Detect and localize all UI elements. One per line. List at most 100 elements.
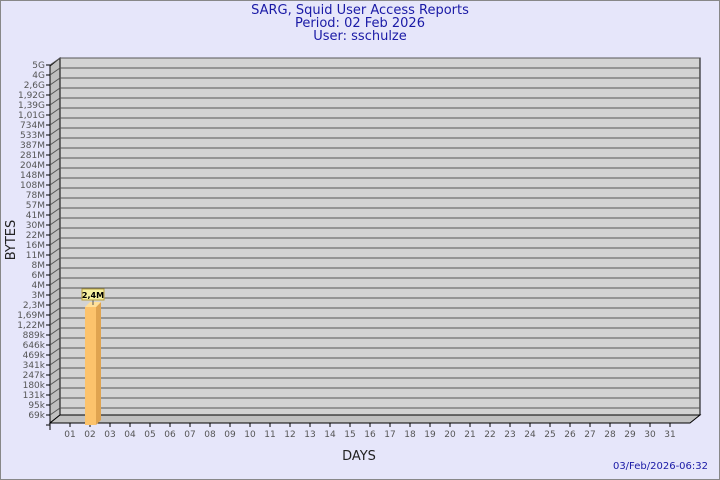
x-tick-label: 28 (604, 430, 616, 440)
y-tick-label: 1,92G (18, 91, 45, 101)
bar-day-02 (85, 306, 96, 425)
y-tick-label: 1,01G (18, 111, 45, 121)
gridline-side (49, 347, 61, 356)
y-tick-label: 95k (28, 401, 45, 411)
x-tick-label: 20 (444, 430, 456, 440)
y-tick-label: 148M (20, 171, 45, 181)
y-tick-label: 41M (26, 211, 45, 221)
gridline-side (49, 237, 61, 246)
gridline-side (49, 227, 61, 236)
gridline-side (49, 387, 61, 396)
x-tick-label: 07 (184, 430, 195, 440)
x-tick-label: 17 (384, 430, 395, 440)
y-tick-label: 3M (32, 291, 46, 301)
gridline-side (49, 87, 61, 96)
y-tick-label: 108M (20, 181, 45, 191)
gridline-side (49, 77, 61, 86)
y-tick-label: 1,22M (17, 321, 45, 331)
x-tick-label: 31 (664, 430, 675, 440)
x-tick-label: 27 (584, 430, 595, 440)
gridline-side (49, 157, 61, 166)
y-tick-label: 8M (32, 261, 46, 271)
y-tick-label: 57M (26, 201, 45, 211)
gridline-side (49, 217, 61, 226)
y-tick-label: 646k (23, 341, 46, 351)
gridline-side (49, 67, 61, 76)
x-tick-label: 06 (164, 430, 176, 440)
x-axis-label: DAYS (342, 449, 376, 464)
timestamp: 03/Feb/2026-06:32 (612, 461, 708, 472)
plot-floor (48, 414, 702, 424)
y-tick-label: 281M (20, 151, 45, 161)
y-tick-label: 180k (23, 381, 46, 391)
gridline-side (49, 337, 61, 346)
x-tick-label: 18 (404, 430, 416, 440)
gridline-side (49, 287, 61, 296)
gridline-side (49, 247, 61, 256)
y-tick-label: 11M (26, 251, 45, 261)
gridline-side (49, 257, 61, 266)
gridline-side (49, 367, 61, 376)
y-tick-label: 2,6G (24, 81, 45, 91)
y-tick-label: 341k (23, 361, 46, 371)
x-tick-label: 14 (324, 430, 336, 440)
gridline-side (49, 327, 61, 336)
gridline-side (49, 407, 61, 416)
y-tick-label: 469k (23, 351, 46, 361)
y-tick-label: 533M (20, 131, 45, 141)
chart-period: Period: 02 Feb 2026 (295, 16, 425, 31)
y-tick-label: 6M (32, 271, 46, 281)
x-tick-label: 22 (484, 430, 495, 440)
y-tick-label: 2,3M (23, 301, 45, 311)
gridline-side (49, 97, 61, 106)
x-tick-label: 05 (144, 430, 155, 440)
gridline-side (49, 117, 61, 126)
y-tick-label: 4G (32, 71, 45, 81)
x-tick-label: 19 (424, 430, 436, 440)
gridline-side (49, 147, 61, 156)
gridline-side (49, 137, 61, 146)
gridline-side (49, 207, 61, 216)
x-tick-label: 04 (124, 430, 136, 440)
x-tick-label: 25 (544, 430, 555, 440)
x-tick-label: 21 (464, 430, 475, 440)
gridline-side (49, 187, 61, 196)
y-tick-label: 22M (26, 231, 45, 241)
chart-user: User: sschulze (313, 29, 407, 44)
x-tick-label: 26 (564, 430, 576, 440)
y-tick-label: 16M (26, 241, 45, 251)
y-tick-label: 78M (26, 191, 45, 201)
gridline-side (49, 127, 61, 136)
x-tick-label: 11 (264, 430, 275, 440)
gridline-side (49, 177, 61, 186)
bar-side (96, 301, 101, 425)
y-axis-label: BYTES (4, 220, 19, 261)
plot-back-wall (59, 57, 701, 416)
plot-side-wall (49, 56, 61, 425)
data-label: 2,4M (82, 291, 104, 300)
gridline-side (49, 397, 61, 406)
y-tick-label: 247k (23, 371, 46, 381)
x-tick-label: 16 (364, 430, 376, 440)
x-tick-label: 02 (84, 430, 95, 440)
gridline-side (49, 267, 61, 276)
x-tick-label: 01 (64, 430, 75, 440)
x-tick-label: 30 (644, 430, 656, 440)
y-tick-label: 387M (20, 141, 45, 151)
x-tick-label: 08 (204, 430, 216, 440)
gridline-side (49, 197, 61, 206)
gridline-side (49, 307, 61, 316)
x-tick-label: 29 (624, 430, 636, 440)
gridline-side (49, 57, 61, 66)
y-tick-label: 734M (20, 121, 45, 131)
x-tick-label: 12 (284, 430, 295, 440)
gridline-side (49, 297, 61, 306)
y-tick-label: 1,69M (17, 311, 45, 321)
x-tick-label: 15 (344, 430, 355, 440)
x-tick-label: 13 (304, 430, 315, 440)
y-tick-label: 30M (26, 221, 45, 231)
y-tick-label: 69k (28, 411, 45, 421)
gridline-side (49, 107, 61, 116)
y-tick-label: 131k (23, 391, 46, 401)
